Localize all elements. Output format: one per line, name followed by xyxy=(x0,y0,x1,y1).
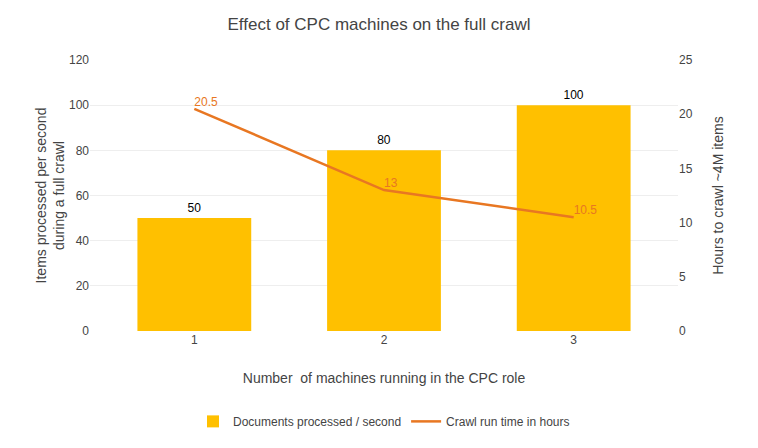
svg-text:80: 80 xyxy=(76,144,90,158)
svg-text:0: 0 xyxy=(679,324,686,338)
svg-text:10.5: 10.5 xyxy=(574,203,598,217)
svg-text:100: 100 xyxy=(69,98,89,112)
svg-text:20: 20 xyxy=(76,279,90,293)
svg-text:Effect of CPC machines on the: Effect of CPC machines on the full crawl xyxy=(228,15,531,34)
svg-text:Crawl run time in hours: Crawl run time in hours xyxy=(446,415,569,429)
svg-text:25: 25 xyxy=(679,53,693,67)
svg-text:1: 1 xyxy=(191,333,198,347)
svg-text:Hours to crawl ~4M items: Hours to crawl ~4M items xyxy=(710,116,726,274)
svg-text:0: 0 xyxy=(82,324,89,338)
svg-text:40: 40 xyxy=(76,234,90,248)
svg-text:Documents processed / second: Documents processed / second xyxy=(233,415,401,429)
svg-text:20.5: 20.5 xyxy=(194,95,218,109)
svg-text:13: 13 xyxy=(384,176,398,190)
svg-text:120: 120 xyxy=(69,53,89,67)
svg-text:Number of machines running in: Number of machines running in the CPC ro… xyxy=(243,370,526,386)
svg-text:Items processed per secondduri: Items processed per secondduring a full … xyxy=(33,108,67,284)
svg-text:3: 3 xyxy=(570,333,577,347)
svg-text:60: 60 xyxy=(76,189,90,203)
svg-text:50: 50 xyxy=(187,201,201,215)
svg-text:80: 80 xyxy=(377,133,391,147)
svg-text:100: 100 xyxy=(564,88,584,102)
svg-text:10: 10 xyxy=(679,216,693,230)
svg-text:5: 5 xyxy=(679,270,686,284)
svg-text:15: 15 xyxy=(679,162,693,176)
svg-text:20: 20 xyxy=(679,107,693,121)
svg-text:2: 2 xyxy=(381,333,388,347)
